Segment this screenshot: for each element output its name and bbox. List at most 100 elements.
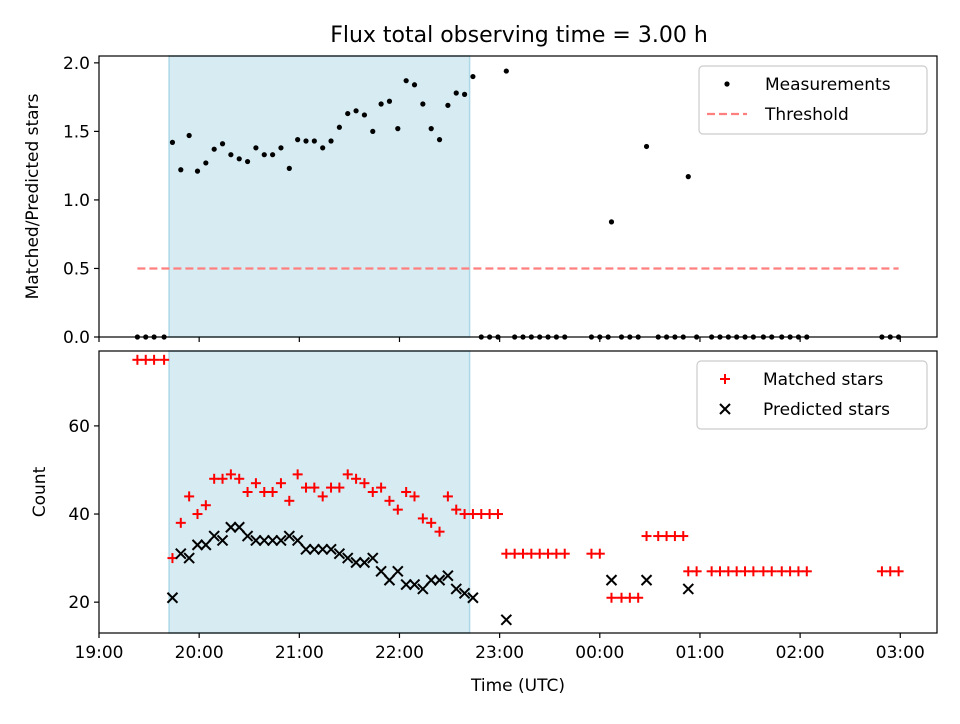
data-point: [284, 495, 295, 506]
data-point: [228, 152, 234, 158]
legend-item-predicted-stars: Predicted stars: [719, 400, 890, 420]
data-point: [605, 574, 618, 586]
data-point: [434, 526, 445, 537]
axes-frame: [98, 55, 938, 338]
data-point: [885, 566, 896, 577]
data-point: [467, 592, 479, 604]
legend-item-matched-stars: Matched stars: [720, 370, 883, 390]
data-point: [458, 587, 471, 600]
data-point: [358, 556, 371, 569]
data-point: [336, 124, 342, 130]
legend-box: [698, 65, 928, 135]
data-point: [328, 138, 334, 144]
data-point: [183, 552, 195, 564]
legend-label: Measurements: [765, 75, 891, 95]
data-point: [291, 534, 304, 547]
data-point: [509, 548, 520, 559]
data-point: [409, 491, 420, 502]
data-point: [526, 548, 537, 559]
x-tick-label: 23:00: [475, 643, 524, 663]
y-axis-label: Matched/Predicted stars: [23, 93, 43, 299]
data-point: [253, 145, 259, 151]
data-point: [320, 145, 326, 151]
bottom-panel: 20 40 60 19:00 20:00 21:00 22:00 23:00 00:00 01:0…: [30, 350, 938, 696]
data-point: [342, 469, 353, 480]
data-point: [534, 548, 545, 559]
data-point: [417, 513, 428, 524]
data-point: [503, 68, 509, 74]
data-point: [426, 517, 437, 528]
data-point: [442, 491, 453, 502]
data-point: [191, 539, 204, 551]
data-point: [386, 98, 393, 104]
data-point: [685, 174, 691, 180]
x-tick-label: 22:00: [375, 643, 424, 663]
data-point: [149, 354, 160, 365]
data-point: [559, 548, 570, 559]
data-point: [624, 592, 635, 603]
chart-title: Flux total observing time = 3.00 h: [330, 23, 708, 48]
data-point: [192, 509, 203, 520]
data-point: [801, 566, 812, 577]
data-point: [543, 548, 554, 559]
data-point: [876, 566, 887, 577]
data-point: [400, 578, 412, 591]
data-point: [316, 543, 329, 555]
data-point: [766, 566, 777, 577]
data-point: [275, 478, 286, 489]
y-tick-label: 40: [68, 505, 90, 525]
data-point: [219, 141, 226, 147]
data-point: [140, 354, 151, 365]
data-point: [261, 152, 267, 158]
data-point: [740, 566, 751, 577]
data-point: [653, 531, 664, 542]
data-point: [325, 543, 337, 555]
data-point: [132, 354, 143, 365]
data-point: [350, 556, 362, 569]
highlight-span: [168, 55, 471, 338]
data-point: [200, 500, 211, 511]
data-point: [169, 139, 176, 145]
legend-label: Threshold: [764, 105, 849, 125]
data-point: [300, 482, 311, 493]
data-point: [367, 487, 378, 497]
data-point: [401, 487, 412, 497]
data-point: [300, 543, 312, 555]
data-point: [166, 592, 179, 604]
data-point: [428, 126, 434, 132]
data-point: [225, 469, 236, 480]
data-point: [359, 478, 370, 489]
data-point: [586, 548, 597, 559]
data-point: [425, 574, 437, 586]
data-point: [748, 566, 759, 577]
data-point: [303, 138, 309, 144]
data-point: [392, 565, 404, 578]
data-point: [175, 517, 186, 528]
data-point: [308, 543, 321, 555]
y-tick-label: 60: [68, 417, 90, 437]
data-point: [244, 158, 251, 165]
data-point: [378, 101, 384, 107]
x-tick-label: 19:00: [75, 643, 124, 663]
data-point: [706, 566, 717, 577]
data-point: [351, 473, 362, 484]
data-point: [893, 566, 904, 577]
data-point: [616, 592, 627, 603]
data-point: [467, 509, 478, 520]
data-point: [450, 583, 462, 595]
data-point: [278, 145, 284, 151]
data-point: [292, 469, 303, 480]
data-point: [641, 531, 652, 542]
data-point: [551, 548, 562, 559]
data-point: [159, 354, 170, 365]
data-point: [691, 566, 702, 577]
x-tick-label: 20:00: [175, 643, 224, 663]
data-point: [317, 491, 328, 502]
series-measurements: [134, 68, 902, 340]
data-point: [334, 482, 345, 493]
x-tick-label: 00:00: [575, 643, 624, 663]
series-predicted-stars: [166, 521, 694, 626]
data-point: [459, 509, 470, 520]
